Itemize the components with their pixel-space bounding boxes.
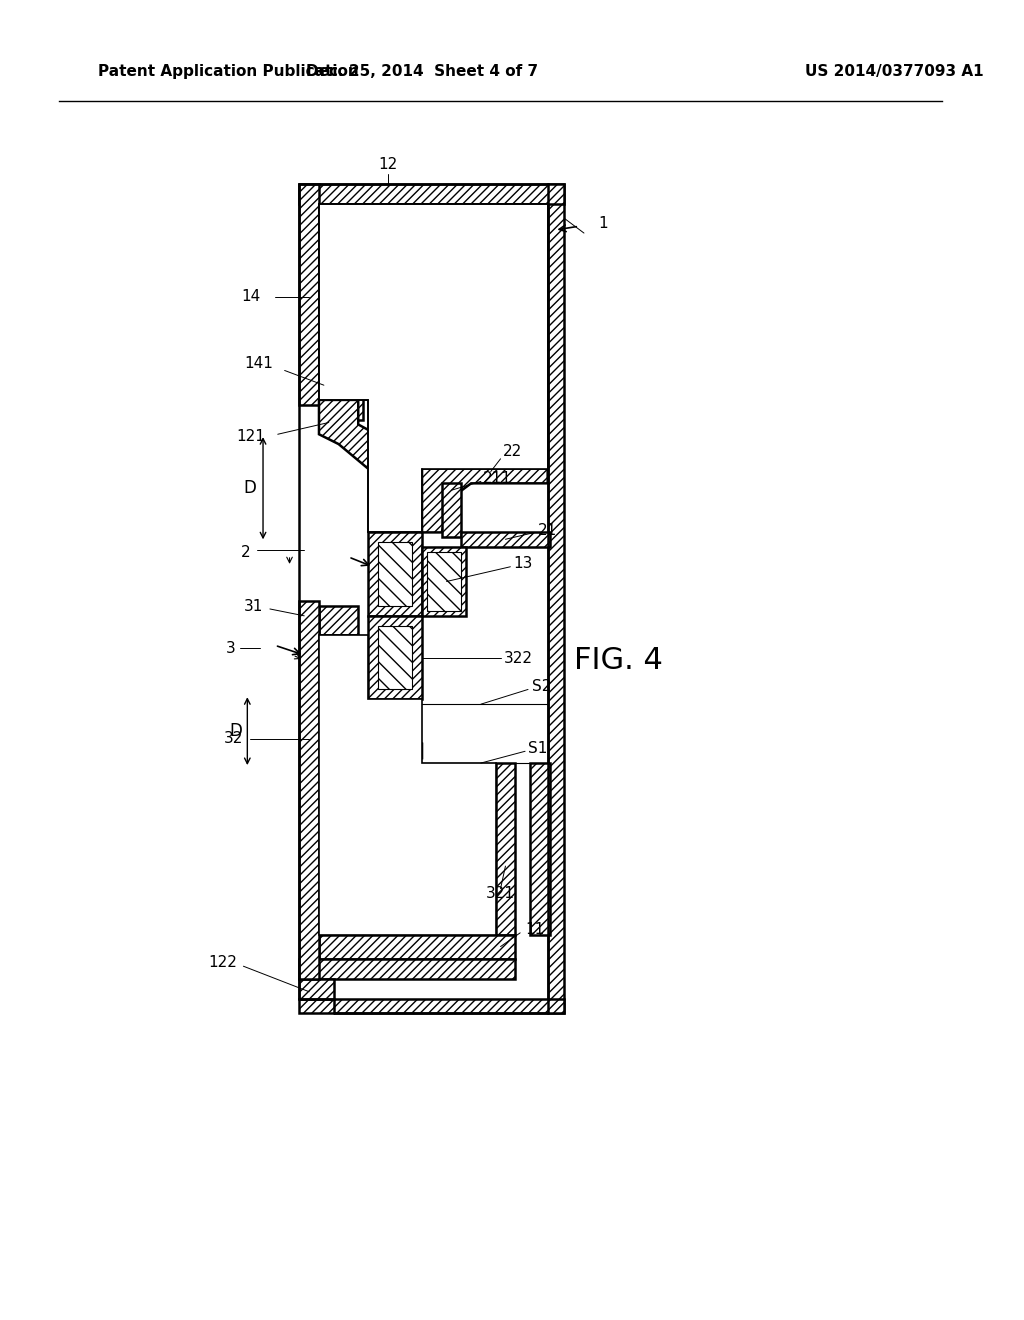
Polygon shape bbox=[318, 635, 496, 935]
Polygon shape bbox=[318, 719, 368, 763]
Polygon shape bbox=[548, 183, 564, 1014]
Text: FIG. 4: FIG. 4 bbox=[573, 645, 663, 675]
Polygon shape bbox=[299, 960, 515, 979]
Text: US 2014/0377093 A1: US 2014/0377093 A1 bbox=[805, 63, 983, 79]
Text: 12: 12 bbox=[378, 157, 397, 172]
Text: 13: 13 bbox=[513, 556, 532, 572]
Text: 22: 22 bbox=[503, 445, 522, 459]
Polygon shape bbox=[318, 203, 548, 532]
Polygon shape bbox=[299, 979, 334, 999]
Polygon shape bbox=[378, 543, 413, 606]
Polygon shape bbox=[422, 469, 548, 532]
Polygon shape bbox=[318, 400, 413, 469]
Text: 121: 121 bbox=[237, 429, 265, 444]
Text: D: D bbox=[244, 479, 257, 498]
Text: 141: 141 bbox=[244, 356, 272, 371]
Text: Dec. 25, 2014  Sheet 4 of 7: Dec. 25, 2014 Sheet 4 of 7 bbox=[306, 63, 538, 79]
Text: 31: 31 bbox=[244, 598, 263, 614]
Polygon shape bbox=[441, 483, 461, 537]
Text: S1: S1 bbox=[528, 741, 548, 756]
Polygon shape bbox=[299, 183, 318, 405]
Text: 14: 14 bbox=[241, 289, 260, 305]
Polygon shape bbox=[318, 935, 515, 960]
Text: 11: 11 bbox=[525, 923, 545, 937]
Text: 21: 21 bbox=[538, 523, 557, 539]
Polygon shape bbox=[496, 763, 515, 935]
Polygon shape bbox=[530, 763, 550, 935]
Polygon shape bbox=[299, 601, 318, 979]
Polygon shape bbox=[299, 183, 564, 203]
Text: 2: 2 bbox=[241, 545, 250, 560]
Text: 3: 3 bbox=[226, 640, 236, 656]
Polygon shape bbox=[427, 552, 461, 611]
Text: D: D bbox=[229, 722, 242, 739]
Text: 122: 122 bbox=[209, 954, 238, 970]
Polygon shape bbox=[318, 606, 358, 635]
Text: 322: 322 bbox=[504, 651, 532, 665]
Polygon shape bbox=[368, 616, 422, 700]
Text: 321: 321 bbox=[486, 886, 515, 902]
Polygon shape bbox=[318, 700, 422, 758]
Text: 32: 32 bbox=[224, 731, 244, 746]
Polygon shape bbox=[378, 626, 413, 689]
Polygon shape bbox=[368, 532, 422, 616]
Polygon shape bbox=[299, 999, 564, 1014]
Text: S2: S2 bbox=[531, 678, 551, 694]
Polygon shape bbox=[318, 635, 413, 700]
Polygon shape bbox=[339, 385, 364, 420]
Polygon shape bbox=[422, 546, 466, 616]
Polygon shape bbox=[461, 532, 550, 546]
Text: 211: 211 bbox=[483, 471, 512, 486]
Text: Patent Application Publication: Patent Application Publication bbox=[98, 63, 358, 79]
Polygon shape bbox=[318, 248, 348, 400]
Text: 1: 1 bbox=[599, 215, 608, 231]
